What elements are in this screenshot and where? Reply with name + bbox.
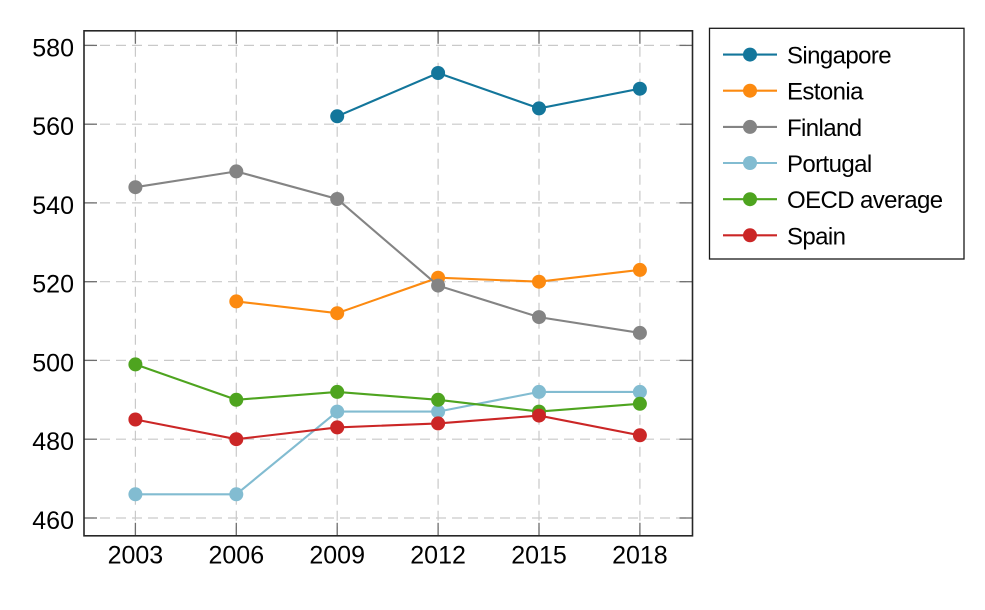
svg-text:Estonia: Estonia: [787, 79, 864, 106]
svg-text:2015: 2015: [511, 541, 567, 569]
svg-text:2003: 2003: [108, 541, 164, 569]
svg-text:460: 460: [32, 507, 74, 535]
svg-text:580: 580: [32, 34, 74, 62]
svg-text:520: 520: [32, 271, 74, 299]
svg-text:2012: 2012: [410, 541, 466, 569]
svg-text:Portugal: Portugal: [787, 151, 872, 178]
svg-text:Singapore: Singapore: [787, 43, 891, 70]
svg-text:500: 500: [32, 349, 74, 377]
svg-text:OECD average: OECD average: [787, 187, 943, 214]
svg-text:2018: 2018: [612, 541, 668, 569]
svg-text:Finland: Finland: [787, 115, 862, 142]
svg-text:Spain: Spain: [787, 223, 845, 250]
svg-text:540: 540: [32, 192, 74, 220]
svg-text:2009: 2009: [309, 541, 365, 569]
svg-text:480: 480: [32, 428, 74, 456]
svg-text:560: 560: [32, 113, 74, 141]
svg-text:2006: 2006: [208, 541, 264, 569]
